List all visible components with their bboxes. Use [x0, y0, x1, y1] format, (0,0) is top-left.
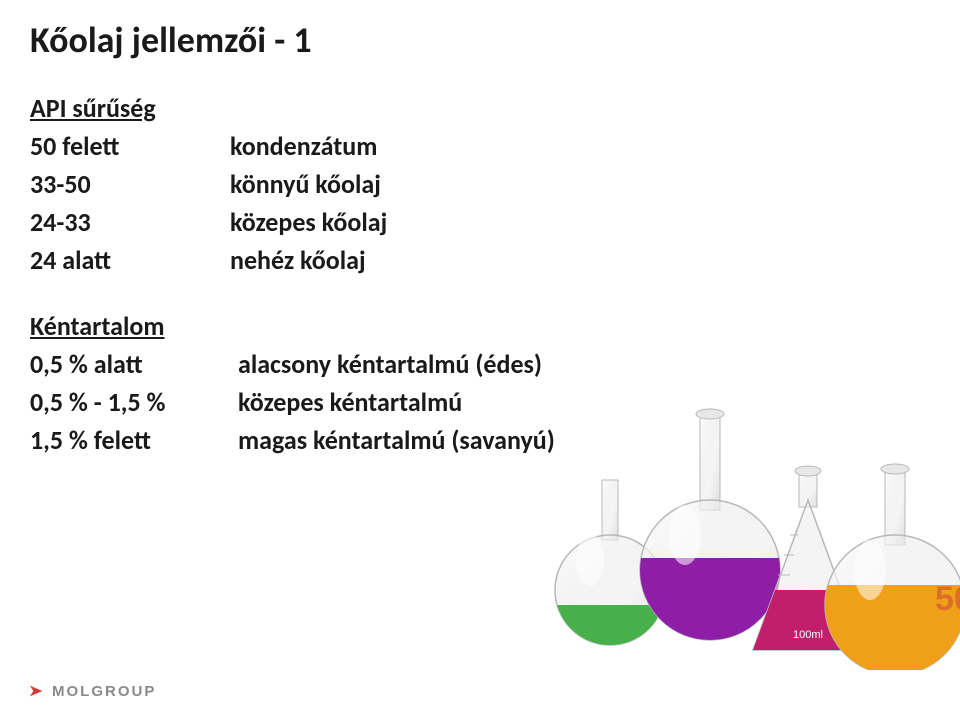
- row-left: 33-50: [30, 168, 230, 200]
- table-row: 33-50 könnyű kőolaj: [30, 168, 930, 200]
- row-right: könnyű kőolaj: [230, 168, 381, 200]
- row-right: kondenzátum: [230, 130, 377, 162]
- flask-number: 50: [935, 580, 960, 618]
- flask-label: 100ml: [793, 629, 823, 641]
- table-row: 24 alatt nehéz kőolaj: [30, 244, 930, 276]
- table-row: 24-33 közepes kőolaj: [30, 206, 930, 238]
- row-left: 50 felett: [30, 130, 230, 162]
- row-right: magas kéntartalmú (savanyú): [238, 424, 555, 456]
- row-right: nehéz kőolaj: [230, 244, 366, 276]
- row-right: alacsony kéntartalmú (édes): [238, 348, 542, 380]
- section1-heading: API sűrűség: [30, 92, 930, 124]
- row-left: 1,5 % felett: [30, 424, 238, 456]
- row-right: közepes kőolaj: [230, 206, 387, 238]
- flasks-illustration: 100ml 50: [540, 380, 960, 670]
- flask-purple: [640, 409, 780, 658]
- logo-arrow-icon: [28, 682, 46, 700]
- row-left: 24-33: [30, 206, 230, 238]
- slide-title: Kőolaj jellemzői - 1: [30, 18, 930, 62]
- table-row: 0,5 % alatt alacsony kéntartalmú (édes): [30, 348, 930, 380]
- section2-heading: Kéntartalom: [30, 310, 930, 342]
- slide-container: Kőolaj jellemzői - 1 API sűrűség 50 fele…: [0, 0, 960, 720]
- section-api-density: API sűrűség 50 felett kondenzátum 33-50 …: [30, 92, 930, 276]
- row-left: 0,5 % alatt: [30, 348, 238, 380]
- logo-text: MOLGROUP: [52, 683, 156, 700]
- row-left: 24 alatt: [30, 244, 230, 276]
- table-row: 50 felett kondenzátum: [30, 130, 930, 162]
- flask-orange: 50: [825, 464, 960, 670]
- row-left: 0,5 % - 1,5 %: [30, 386, 238, 418]
- logo: MOLGROUP: [28, 682, 156, 700]
- row-right: közepes kéntartalmú: [238, 386, 462, 418]
